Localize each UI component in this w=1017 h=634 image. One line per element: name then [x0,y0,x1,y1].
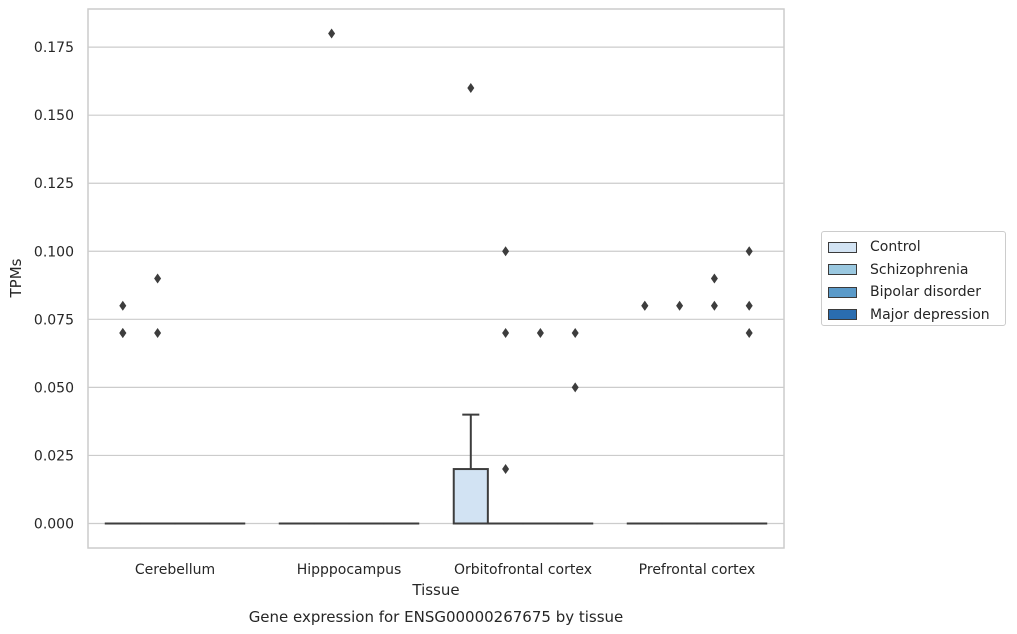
y-axis-ticks: 0.000 0.025 0.050 0.075 0.100 0.125 0.150 0.175 [34,40,74,532]
legend-swatch [828,286,857,298]
x-tick-label: Prefrontal cortex [639,562,756,578]
x-tick-label: Hipppocampus [297,562,402,578]
y-tick-label: 0.150 [34,108,74,124]
outlier-point [676,300,684,311]
outlier-point [502,464,510,475]
outlier-point [119,300,127,311]
y-tick-label: 0.125 [34,176,74,192]
outlier-point [502,246,510,257]
legend-label: Major depression [870,306,990,323]
outlier-point [154,273,162,284]
outlier-point [328,28,336,39]
y-tick-label: 0.100 [34,244,74,260]
x-tick-label: Orbitofrontal cortex [454,562,592,578]
outlier-marks [119,28,753,475]
box [452,468,489,525]
outlier-point [710,273,718,284]
box-marks [104,413,768,525]
y-tick-label: 0.075 [34,312,74,328]
plot-area [87,8,785,549]
outlier-point [641,300,649,311]
legend-item: Schizophrenia [828,259,1005,282]
x-axis-label: Tissue [411,581,459,599]
y-axis-label: TPMs [7,258,25,298]
x-tick-label: Cerebellum [135,562,215,578]
y-tick-label: 0.000 [34,517,74,533]
y-tick-label: 0.175 [34,40,74,56]
outlier-point [571,382,579,393]
outlier-point [745,300,753,311]
legend-swatch [828,309,857,321]
legend-label: Control [870,239,921,256]
outlier-point [119,327,127,338]
legend-swatch [828,264,857,276]
legend-label: Bipolar disorder [870,284,982,301]
outlier-point [154,327,162,338]
y-tick-label: 0.050 [34,380,74,396]
legend-item: Control [828,236,1005,259]
outlier-point [467,82,475,93]
legend-swatch [828,241,857,253]
y-tick-label: 0.025 [34,448,74,464]
outlier-point [745,327,753,338]
outlier-point [536,327,544,338]
outlier-point [571,327,579,338]
legend-item: Bipolar disorder [828,281,1005,304]
x-axis-ticks: Cerebellum Hipppocampus Orbitofrontal cort… [135,562,755,578]
legend: Control Schizophrenia Bipolar disorder Majo… [821,231,1006,326]
legend-item: Major depression [828,304,1005,327]
chart-caption: Gene expression for ENSG00000267675 by t… [249,608,624,626]
outlier-point [745,246,753,257]
outlier-point [502,327,510,338]
box-control [452,413,489,525]
outlier-point [710,300,718,311]
legend-label: Schizophrenia [870,261,969,278]
